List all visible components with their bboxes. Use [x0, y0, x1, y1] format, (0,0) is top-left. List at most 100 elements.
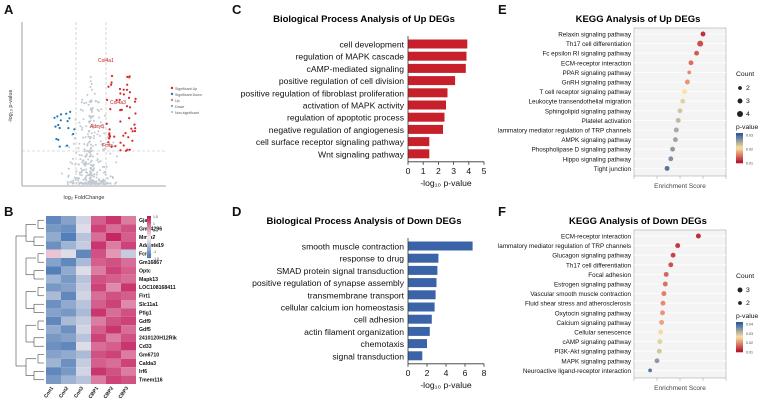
volcano-point-ns [90, 111, 93, 113]
volcano-point-ns [89, 147, 92, 150]
kegg-dot [656, 348, 662, 354]
volcano-point-ns [94, 180, 97, 183]
kegg-category-label: Calcium signaling pathway [556, 320, 631, 327]
kegg-legend-count-label: 2 [746, 85, 750, 92]
kegg-down-title: KEGG Analysis of Down DEGs [569, 216, 707, 227]
heatmap-cell [91, 216, 106, 225]
heatmap-row-label: Gdf5 [139, 327, 151, 333]
heatmap-cell [76, 241, 91, 250]
volcano-point-up [126, 75, 129, 78]
heatmap-cell [76, 291, 91, 300]
heatmap-row-label: Gm16867 [139, 260, 162, 266]
heatmap-cell [61, 274, 76, 284]
panel-label-d: D [232, 204, 242, 219]
volcano-point-ns [92, 168, 95, 171]
heatmap-cell [91, 258, 106, 267]
volcano-point-ns [89, 107, 92, 110]
volcano-point-up [108, 132, 111, 135]
kegg-legend-count-title: Count [736, 71, 754, 78]
volcano-point-ns [102, 148, 105, 151]
heatmap-cell [76, 316, 91, 326]
volcano-legend-marker [170, 92, 174, 96]
kegg-legend-p-tick: 0.03 [746, 332, 753, 336]
heatmap-cell [106, 316, 121, 326]
heatmap-cell [91, 300, 106, 309]
bar [408, 100, 446, 110]
heatmap-cell [61, 358, 76, 368]
volcano-point-ns [91, 88, 93, 91]
heatmap-row-label: Fcrls [139, 252, 152, 258]
volcano-point-ns [88, 129, 91, 132]
volcano-point-ns [93, 131, 96, 134]
kegg-legend-gradient-step [736, 349, 743, 351]
volcano-point-ns [80, 167, 83, 170]
heatmap-scale-tick: -1 [153, 250, 156, 254]
heatmap-cell [121, 316, 136, 326]
kegg-legend-gradient-step [736, 338, 743, 341]
volcano-point-ns [87, 180, 90, 183]
heatmap-cell [106, 274, 121, 284]
volcano-point-down [68, 117, 71, 120]
volcano-point-ns [97, 182, 100, 185]
heatmap-cell [121, 266, 136, 275]
kegg-legend-gradient-step [736, 334, 743, 336]
volcano-point-down [65, 112, 68, 115]
kegg-up-chart: KEGG Analysis of Up DEGs Relaxin signali… [498, 14, 759, 190]
bar [408, 265, 438, 275]
volcano-point-up [134, 112, 137, 115]
kegg-plot-area [633, 27, 727, 177]
heatmap-cell [121, 300, 136, 309]
heatmap-cell [46, 375, 61, 384]
heatmap-cell [91, 266, 106, 275]
heatmap-cell [106, 266, 121, 275]
heatmap-scale-step [147, 241, 151, 243]
volcano-point-ns [89, 170, 92, 173]
kegg-legend-count-label: 4 [746, 111, 750, 118]
volcano-legend-marker [170, 86, 174, 90]
kegg-legend-count-marker [737, 111, 743, 117]
heatmap-row-label: Gm6710 [139, 352, 159, 358]
heatmap-scale-step [147, 216, 151, 218]
volcano-point-up [110, 74, 114, 78]
volcano-point-ns [89, 150, 92, 153]
kegg-category-label: PPAR signaling pathway [563, 70, 632, 77]
heatmap-cell [76, 342, 91, 351]
volcano-point-ns [90, 99, 93, 102]
bar-category-label: positive regulation of synapse assembly [252, 278, 405, 288]
volcano-point-up [113, 135, 116, 138]
kegg-plot-area [633, 229, 727, 379]
kegg-category-label: MAPK signaling pathway [561, 358, 632, 365]
volcano-point-ns [84, 155, 87, 158]
volcano-point-ns [104, 114, 106, 117]
volcano-point-up [128, 117, 131, 120]
heatmap-scale-tick: 0.5 [153, 229, 158, 233]
panel-label-a: A [4, 2, 14, 17]
kegg-dot [688, 60, 694, 66]
volcano-point-down [59, 113, 63, 116]
bar-tick-label: 4 [444, 368, 449, 378]
volcano-point-ns [96, 108, 99, 111]
volcano-point-ns [97, 130, 100, 133]
heatmap-scale-step [147, 246, 151, 249]
volcano-point-ns [92, 163, 95, 166]
volcano-point-ns [83, 150, 86, 153]
volcano-legend-marker [170, 104, 174, 108]
heatmap-cell [46, 291, 61, 300]
heatmap-col-label: CBP2 [103, 386, 116, 401]
heatmap-cell [106, 300, 121, 309]
kegg-legend-gradient-step [736, 328, 743, 330]
volcano-point-ns [82, 159, 85, 162]
volcano-point-ns [83, 163, 86, 165]
kegg-dot [677, 108, 683, 114]
heatmap-cell [46, 232, 61, 242]
volcano-point-ns [91, 168, 93, 171]
volcano-point-ns [97, 110, 100, 112]
kegg-legend-count-label: 3 [746, 98, 750, 105]
volcano-point-ns [85, 175, 88, 177]
bar-x-label: -log₁₀ p-value [420, 178, 472, 188]
volcano-point-ns [104, 170, 107, 173]
heatmap-cell [106, 358, 121, 368]
volcano-point-ns [82, 168, 85, 171]
kegg-legend-p-tick: 0.02 [746, 341, 753, 345]
volcano-point-up [114, 145, 117, 148]
